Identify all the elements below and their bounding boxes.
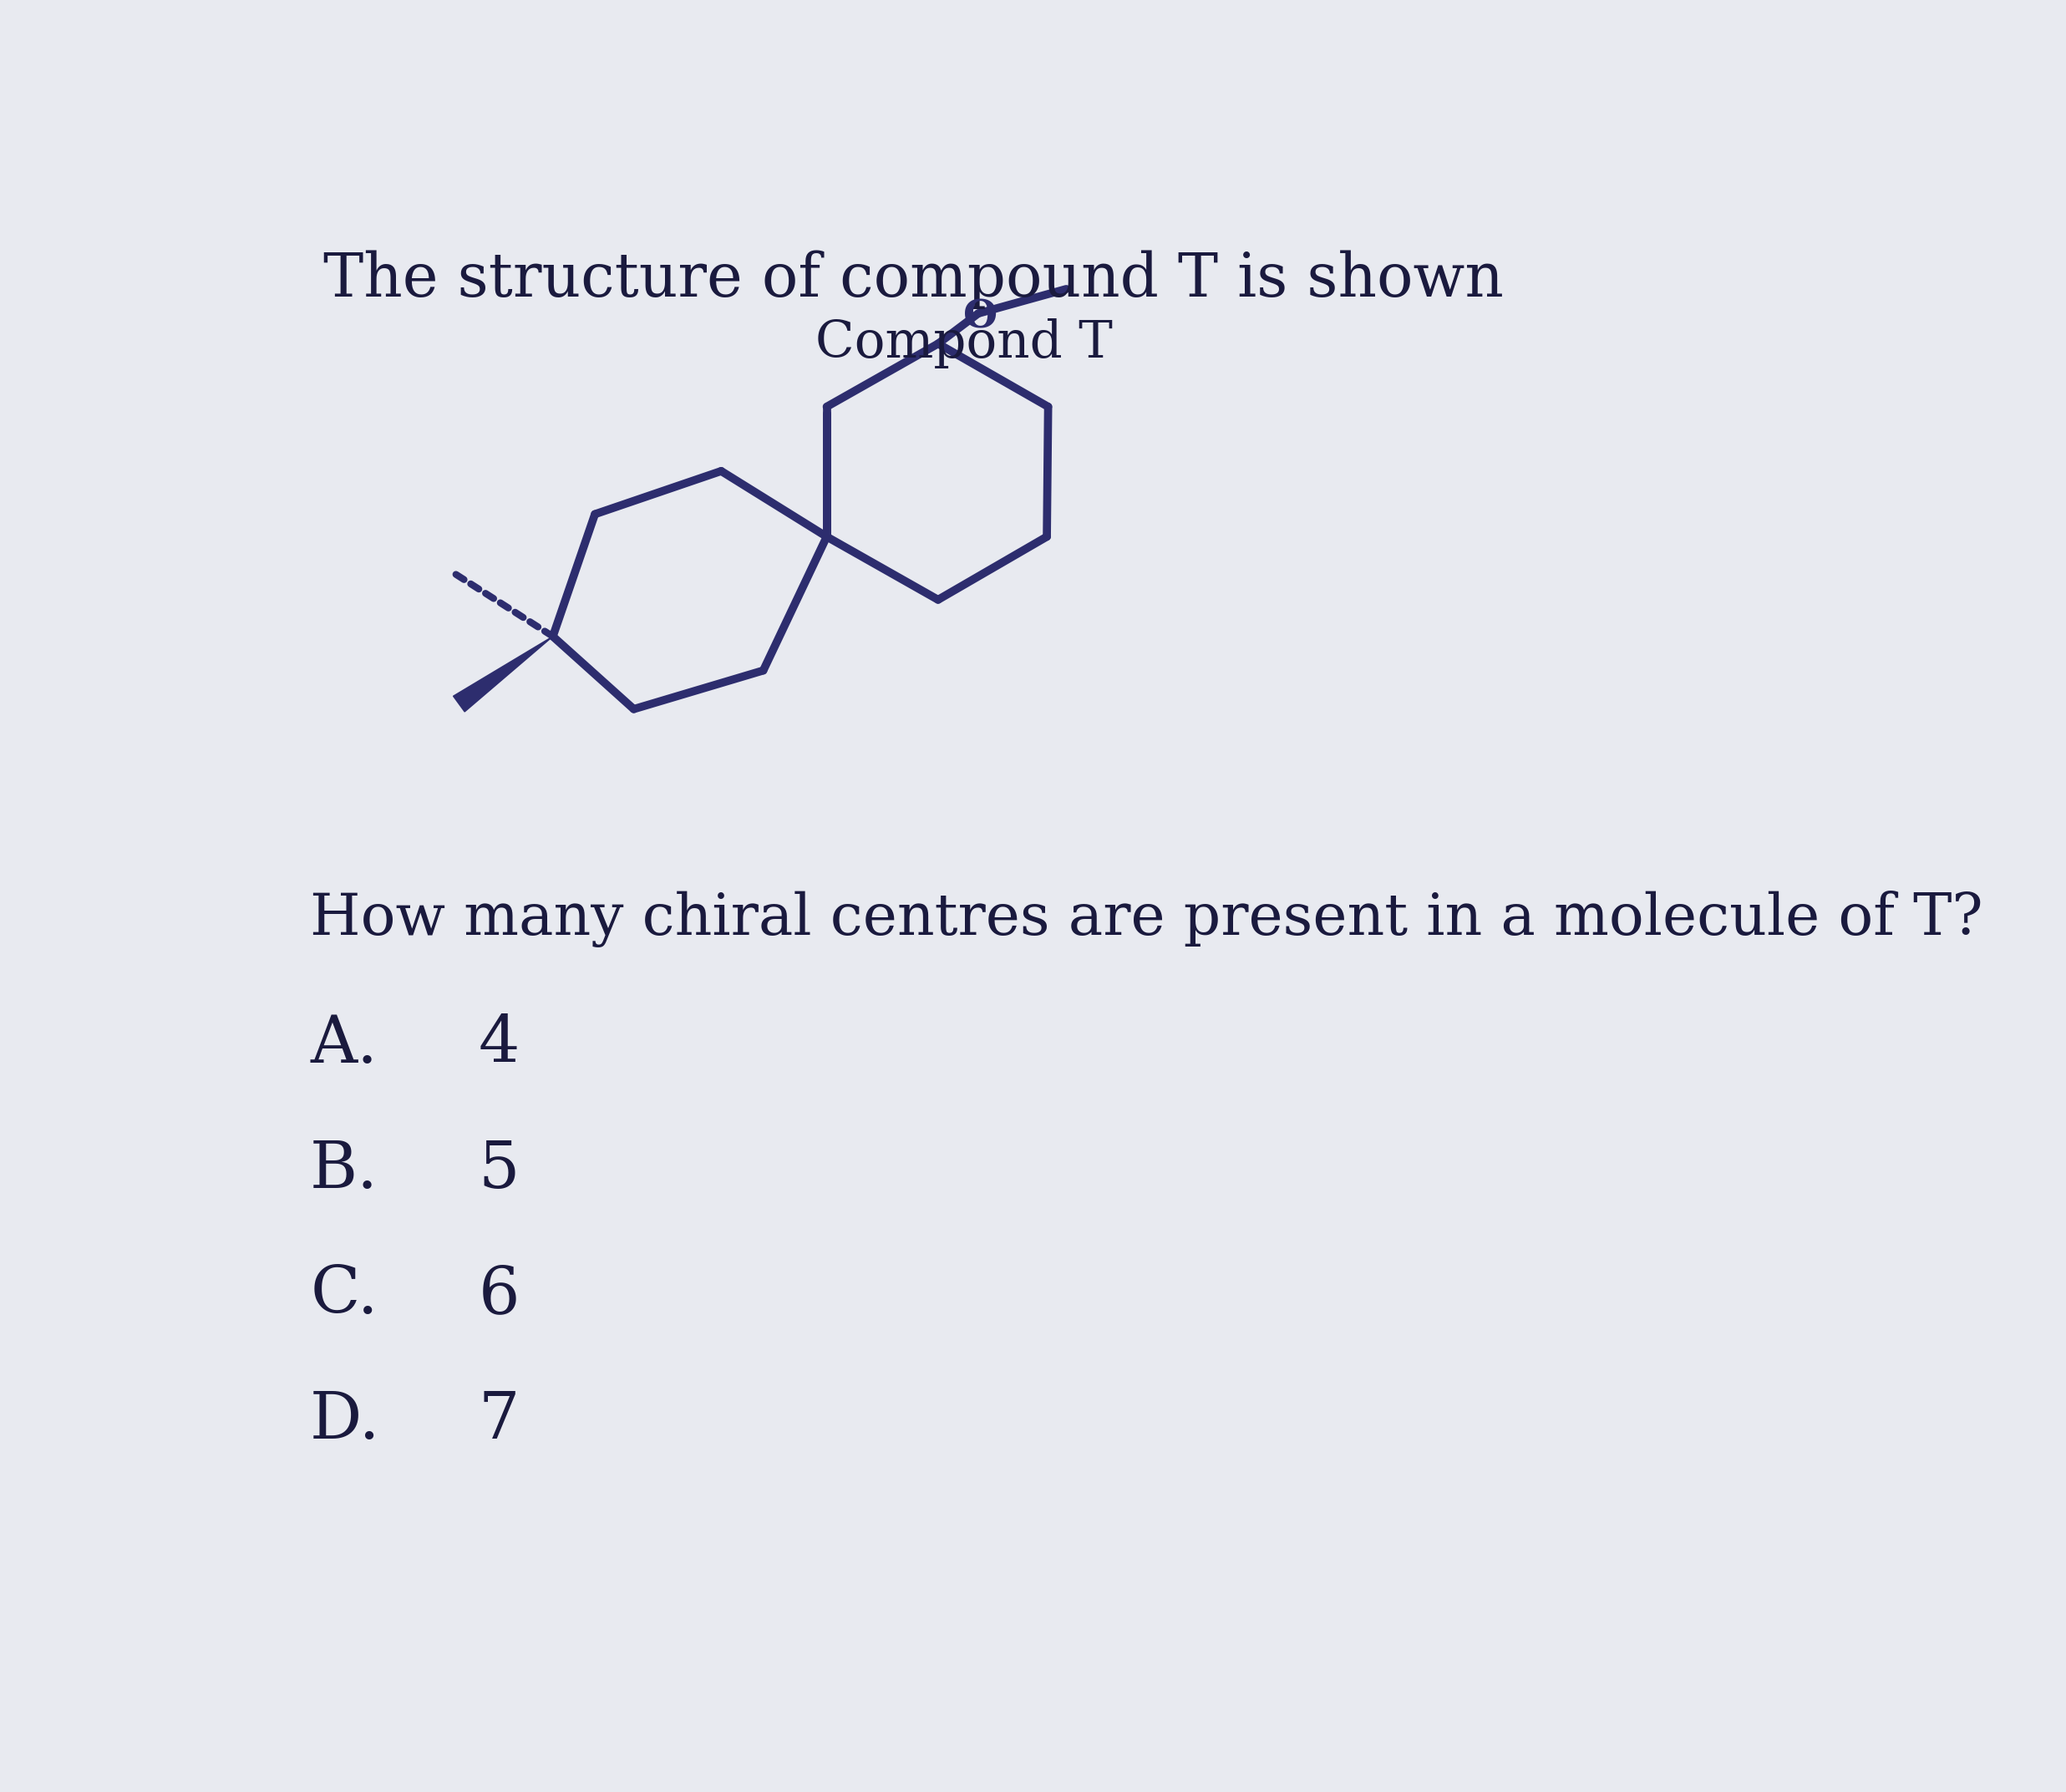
Text: 4: 4 <box>479 1012 521 1075</box>
Text: O: O <box>963 297 998 335</box>
Polygon shape <box>452 636 554 711</box>
Text: B.: B. <box>310 1138 378 1201</box>
Text: 7: 7 <box>479 1389 521 1452</box>
Text: C.: C. <box>310 1263 378 1326</box>
Text: A.: A. <box>310 1012 378 1075</box>
Text: 6: 6 <box>479 1263 521 1326</box>
Text: D.: D. <box>310 1389 380 1452</box>
Text: How many chiral centres are present in a molecule of T?: How many chiral centres are present in a… <box>310 891 1983 948</box>
Text: The structure of compound T is shown: The structure of compound T is shown <box>322 251 1504 310</box>
Text: 5: 5 <box>479 1138 521 1201</box>
Text: Compond T: Compond T <box>816 317 1114 367</box>
